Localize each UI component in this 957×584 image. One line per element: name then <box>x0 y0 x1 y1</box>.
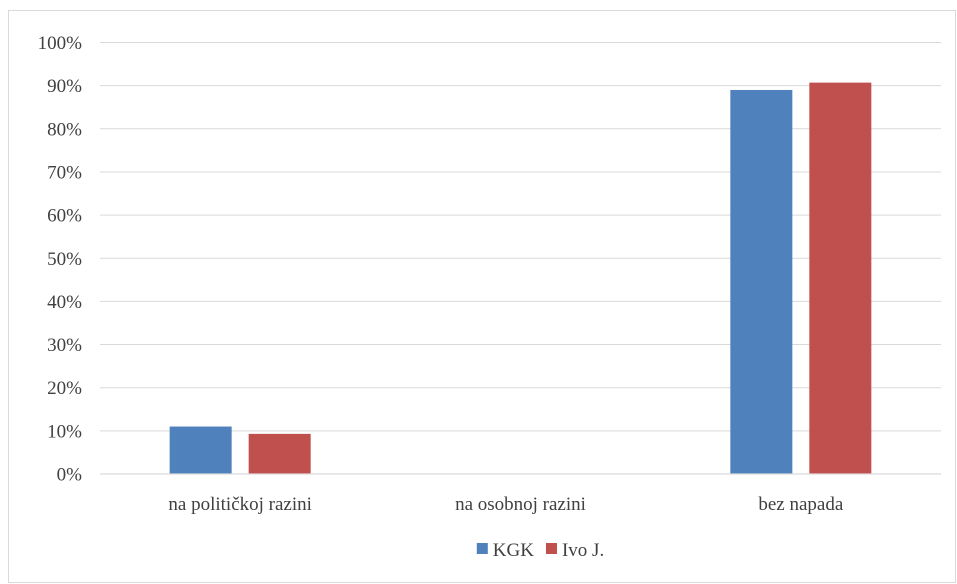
x-category-label: bez napada <box>758 494 843 515</box>
y-tick-label: 50% <box>47 249 82 270</box>
legend-swatch-kgk <box>476 543 488 554</box>
bars <box>169 82 872 474</box>
y-tick-label: 80% <box>47 119 82 140</box>
y-tick-label: 60% <box>47 206 82 227</box>
y-tick-label: 90% <box>47 76 82 97</box>
y-tick-label: 40% <box>47 292 82 313</box>
bar-kgk-1 <box>169 426 232 474</box>
y-tick-label: 0% <box>57 465 83 486</box>
y-tick-label: 30% <box>47 335 82 356</box>
bar-ivo-j-3 <box>809 82 872 474</box>
legend-swatch-ivo-j <box>545 543 557 554</box>
bar-kgk-3 <box>730 89 793 474</box>
y-tick-label: 20% <box>47 378 82 399</box>
legend-label-ivo-j: Ivo J. <box>562 540 604 561</box>
legend: KGK Ivo J. <box>476 540 604 561</box>
y-tick-label: 100% <box>38 33 83 54</box>
x-category-label: na političkoj razini <box>168 494 312 515</box>
y-tick-label: 70% <box>47 162 82 183</box>
gridlines <box>100 42 941 432</box>
y-tick-label: 10% <box>47 421 82 442</box>
x-category-label: na osobnoj razini <box>455 494 586 515</box>
chart-frame <box>8 10 956 583</box>
x-axis-category-labels: na političkoj razini na osobnoj razini bez… <box>168 494 843 515</box>
y-axis-tick-labels: 0% 10% 20% 30% 40% 50% 60% 70% 80% 90% 100% <box>38 33 83 486</box>
bar-ivo-j-1 <box>248 433 311 474</box>
legend-label-kgk: KGK <box>493 540 534 561</box>
